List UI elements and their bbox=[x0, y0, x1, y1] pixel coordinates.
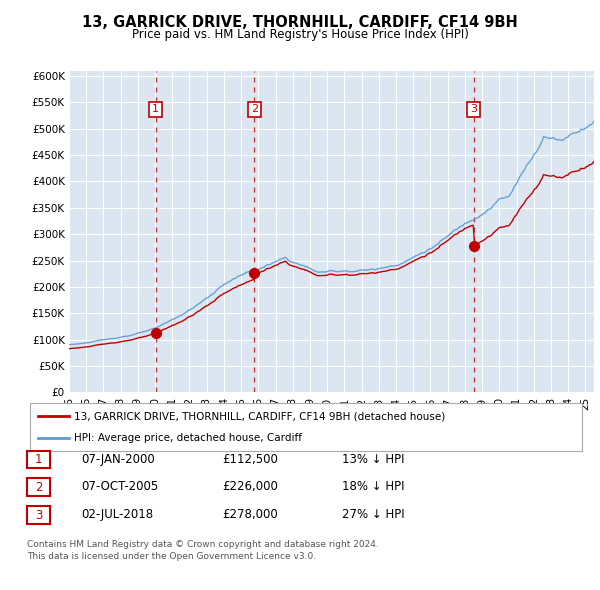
Text: 1: 1 bbox=[35, 453, 42, 466]
Text: 2: 2 bbox=[251, 104, 258, 114]
Text: Price paid vs. HM Land Registry's House Price Index (HPI): Price paid vs. HM Land Registry's House … bbox=[131, 28, 469, 41]
Text: 3: 3 bbox=[35, 509, 42, 522]
Text: HPI: Average price, detached house, Cardiff: HPI: Average price, detached house, Card… bbox=[74, 433, 302, 443]
Text: 02-JUL-2018: 02-JUL-2018 bbox=[81, 508, 153, 521]
Text: 18% ↓ HPI: 18% ↓ HPI bbox=[342, 480, 404, 493]
Text: 27% ↓ HPI: 27% ↓ HPI bbox=[342, 508, 404, 521]
Text: Contains HM Land Registry data © Crown copyright and database right 2024.
This d: Contains HM Land Registry data © Crown c… bbox=[27, 540, 379, 561]
Text: £226,000: £226,000 bbox=[222, 480, 278, 493]
Text: 13% ↓ HPI: 13% ↓ HPI bbox=[342, 453, 404, 466]
Text: £278,000: £278,000 bbox=[222, 508, 278, 521]
Text: 1: 1 bbox=[152, 104, 159, 114]
Text: 2: 2 bbox=[35, 481, 42, 494]
Text: 13, GARRICK DRIVE, THORNHILL, CARDIFF, CF14 9BH (detached house): 13, GARRICK DRIVE, THORNHILL, CARDIFF, C… bbox=[74, 411, 445, 421]
Text: £112,500: £112,500 bbox=[222, 453, 278, 466]
Text: 07-JAN-2000: 07-JAN-2000 bbox=[81, 453, 155, 466]
Text: 07-OCT-2005: 07-OCT-2005 bbox=[81, 480, 158, 493]
Text: 13, GARRICK DRIVE, THORNHILL, CARDIFF, CF14 9BH: 13, GARRICK DRIVE, THORNHILL, CARDIFF, C… bbox=[82, 15, 518, 30]
Text: 3: 3 bbox=[470, 104, 477, 114]
